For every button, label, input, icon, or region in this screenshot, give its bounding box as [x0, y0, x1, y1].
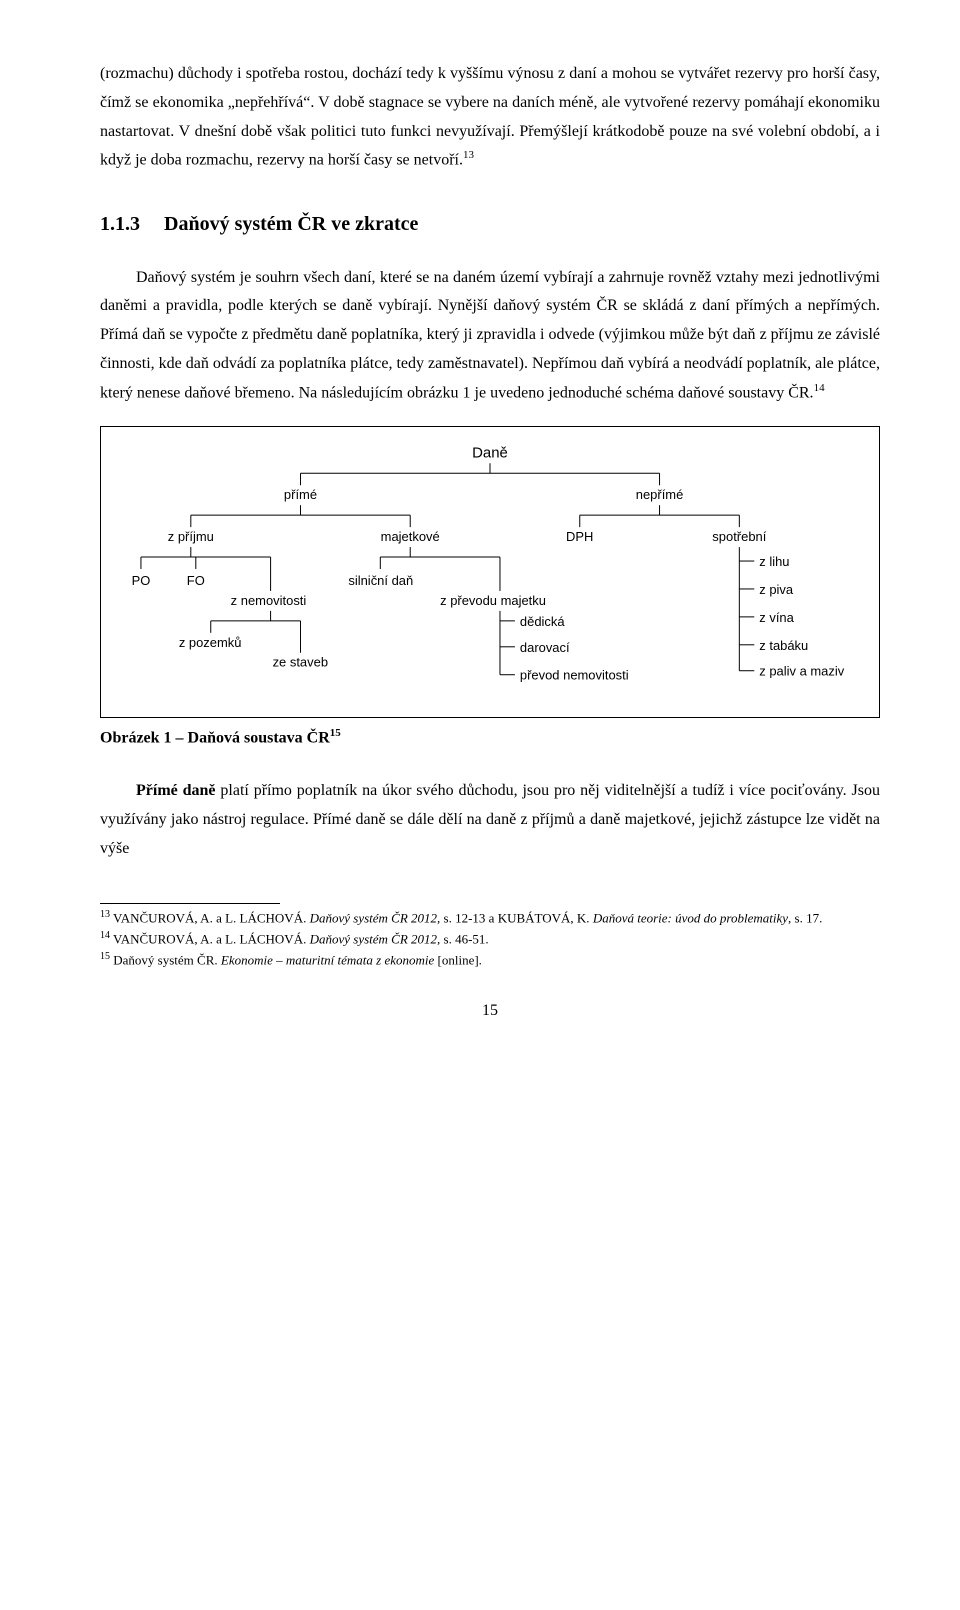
- section-heading: 1.1.3 Daňový systém ČR ve zkratce: [100, 206, 880, 242]
- footnote-15-t1: Daňový systém ČR.: [110, 952, 221, 967]
- footnote-14-num: 14: [100, 930, 110, 941]
- paragraph-3: Přímé daně platí přímo poplatník na úkor…: [100, 777, 880, 863]
- diagram-darovaci: darovací: [520, 640, 570, 655]
- footnote-13-t2: s. 12-13 a KUBÁTOVÁ, K.: [440, 911, 593, 926]
- diagram-zlihu: z lihu: [759, 554, 789, 569]
- diagram-spotrebni: spotřební: [712, 529, 766, 544]
- figure-caption-text: Obrázek 1 – Daňová soustava ČR: [100, 729, 330, 746]
- footnote-15-t2: [online].: [434, 952, 482, 967]
- footnotes-separator: [100, 903, 280, 904]
- diagram-fo: FO: [187, 573, 205, 588]
- heading-number: 1.1.3: [100, 213, 140, 235]
- footnote-13-t3: , s. 17.: [788, 911, 822, 926]
- diagram-dph: DPH: [566, 529, 593, 544]
- page-number: 15: [100, 997, 880, 1026]
- paragraph-1-text: (rozmachu) důchody i spotřeba rostou, do…: [100, 65, 880, 169]
- diagram-prime: přímé: [284, 487, 317, 502]
- diagram-zprevodu: z převodu majetku: [440, 593, 546, 608]
- diagram-zpaliv: z paliv a maziv: [759, 664, 844, 679]
- footnote-15: 15 Daňový systém ČR. Ekonomie – maturitn…: [100, 950, 880, 969]
- diagram-ztabaku: z tabáku: [759, 638, 808, 653]
- diagram-zestaveb: ze staveb: [273, 655, 328, 670]
- footnote-ref-13: 13: [463, 149, 474, 161]
- footnote-15-i1: Ekonomie – maturitní témata z ekonomie: [221, 952, 434, 967]
- diagram-root: Daně: [472, 444, 508, 461]
- diagram-silnicni: silniční daň: [348, 573, 413, 588]
- paragraph-3-bold: Přímé daně: [136, 782, 216, 799]
- diagram-po: PO: [132, 573, 151, 588]
- tax-system-diagram: Daně přímé nepřímé z příjmu majetkové DP…: [100, 426, 880, 718]
- footnote-14-t1: VANČUROVÁ, A. a L. LÁCHOVÁ.: [110, 932, 310, 947]
- footnote-ref-14: 14: [814, 382, 825, 394]
- figure-caption: Obrázek 1 – Daňová soustava ČR15: [100, 724, 880, 753]
- footnote-13-i2: Daňová teorie: úvod do problematiky: [593, 911, 788, 926]
- diagram-zvina: z vína: [759, 610, 794, 625]
- footnote-14: 14 VANČUROVÁ, A. a L. LÁCHOVÁ. Daňový sy…: [100, 929, 880, 948]
- footnote-14-i1: Daňový systém ČR 2012,: [310, 932, 441, 947]
- footnote-13: 13 VANČUROVÁ, A. a L. LÁCHOVÁ. Daňový sy…: [100, 908, 880, 927]
- diagram-neprime: nepřímé: [636, 487, 684, 502]
- paragraph-3-text: platí přímo poplatník na úkor svého důch…: [100, 782, 880, 857]
- footnote-13-t1: VANČUROVÁ, A. a L. LÁCHOVÁ.: [110, 911, 310, 926]
- paragraph-2-text: Daňový systém je souhrn všech daní, kter…: [100, 269, 880, 402]
- diagram-prevod: převod nemovitosti: [520, 668, 629, 683]
- footnote-14-t2: s. 46-51.: [440, 932, 488, 947]
- diagram-zpozemku: z pozemků: [179, 635, 242, 650]
- diagram-zpiva: z piva: [759, 582, 794, 597]
- paragraph-2: Daňový systém je souhrn všech daní, kter…: [100, 264, 880, 408]
- footnote-13-i1: Daňový systém ČR 2012,: [310, 911, 441, 926]
- footnote-15-num: 15: [100, 951, 110, 962]
- diagram-majetkove: majetkové: [381, 529, 440, 544]
- heading-text: Daňový systém ČR ve zkratce: [164, 213, 418, 235]
- diagram-znemovitosti: z nemovitosti: [231, 593, 307, 608]
- paragraph-1: (rozmachu) důchody i spotřeba rostou, do…: [100, 60, 880, 176]
- footnote-ref-15: 15: [330, 727, 341, 739]
- diagram-dedicka: dědická: [520, 614, 565, 629]
- diagram-zprijmu: z příjmu: [168, 529, 214, 544]
- footnotes-block: 13 VANČUROVÁ, A. a L. LÁCHOVÁ. Daňový sy…: [100, 908, 880, 969]
- footnote-13-num: 13: [100, 909, 110, 920]
